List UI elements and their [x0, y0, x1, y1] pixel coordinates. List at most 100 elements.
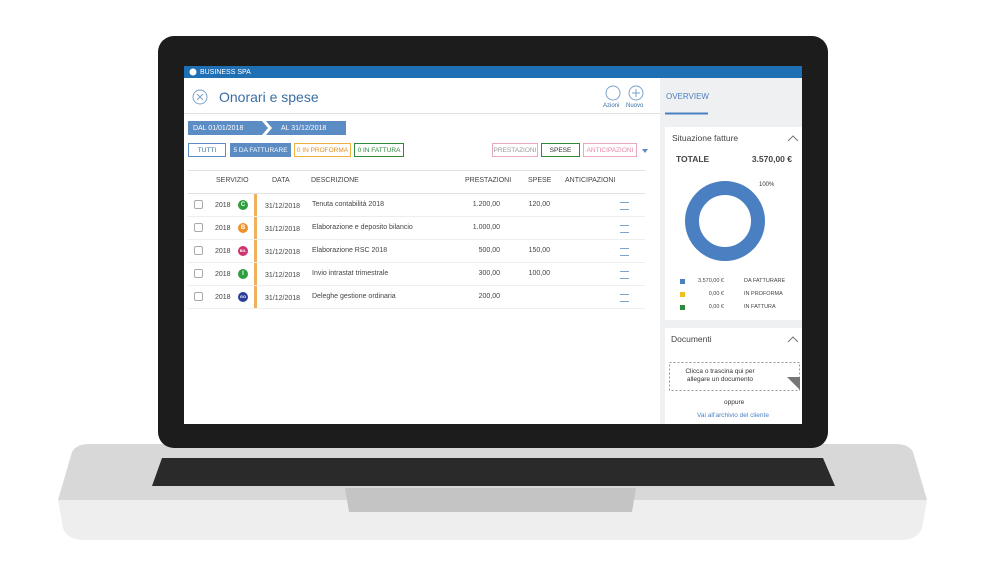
amount: 120,00 — [528, 201, 550, 208]
amount: 1.200,00 — [472, 201, 500, 208]
checkbox[interactable] — [194, 200, 203, 209]
filter-button[interactable]: 0 IN FATTURA — [354, 143, 404, 157]
type-filter[interactable]: ANTICIPAZIONI — [583, 143, 637, 157]
dropzone-corner — [787, 377, 800, 390]
amount: 200,00 — [478, 293, 500, 300]
row-line — [188, 262, 645, 263]
collapse-icon[interactable] — [787, 336, 799, 343]
or-text: oppure — [724, 399, 745, 406]
amount: 100,00 — [528, 270, 550, 277]
column-header: SPESE — [528, 177, 552, 184]
action-label[interactable]: Azioni — [603, 103, 620, 109]
status-bar — [254, 194, 257, 216]
archive-link[interactable]: Vai all'archivio del cliente — [697, 412, 769, 419]
status-bar — [254, 240, 257, 262]
badge: I — [238, 269, 248, 279]
legend-label: IN PROFORMA — [744, 291, 783, 297]
date: 31/12/2018 — [265, 203, 301, 210]
laptop-base — [58, 500, 927, 540]
badge: B — [238, 223, 248, 233]
dropzone[interactable] — [669, 362, 800, 391]
close-icon — [196, 93, 204, 101]
checkbox[interactable] — [194, 269, 203, 278]
collapse-icon[interactable] — [787, 135, 799, 142]
app-icon — [189, 68, 197, 76]
column-header: DATA — [272, 177, 290, 184]
row-menu[interactable] — [620, 271, 629, 279]
year: 2018 — [215, 248, 231, 255]
legend-label: DA FATTURARE — [744, 278, 786, 284]
date-to-chip[interactable] — [266, 121, 346, 135]
row-line — [188, 285, 645, 286]
badge: GO — [238, 292, 248, 302]
year: 2018 — [215, 294, 231, 301]
filter-button[interactable]: 5 DA FATTURARE — [230, 143, 291, 157]
filter-button[interactable]: 0 IN PROFORMA — [294, 143, 351, 157]
row-menu[interactable] — [620, 248, 629, 256]
donut-label: 100% — [759, 182, 775, 188]
filter-button[interactable]: TUTTI — [188, 143, 226, 157]
dropdown-arrow[interactable] — [642, 149, 648, 153]
amount: 300,00 — [478, 270, 500, 277]
date: 31/12/2018 — [265, 272, 301, 279]
description: Deleghe gestione ordinaria — [312, 293, 396, 300]
badge: BIL — [238, 246, 248, 256]
year: 2018 — [215, 202, 231, 209]
legend-amount: 0,00 € — [708, 291, 724, 297]
legend-swatch — [680, 305, 685, 310]
year: 2018 — [215, 225, 231, 232]
column-header: PRESTAZIONI — [465, 177, 512, 184]
type-filter[interactable]: SPESE — [541, 143, 580, 157]
type-filter[interactable]: PRESTAZIONI — [492, 143, 538, 157]
section-title: Situazione fatture — [672, 133, 739, 143]
row-menu[interactable] — [620, 202, 629, 210]
description: Elaborazione RSC 2018 — [312, 247, 388, 254]
column-header: SERVIZIO — [216, 177, 249, 184]
keyboard — [152, 458, 835, 486]
date-from: DAL 01/01/2018 — [193, 125, 244, 132]
title-bar — [184, 66, 802, 78]
trackpad — [345, 488, 636, 512]
amount: 1.000,00 — [472, 224, 500, 231]
row-menu[interactable] — [620, 225, 629, 233]
legend-amount: 3.570,00 € — [698, 278, 724, 284]
total-amount: 3.570,00 € — [751, 154, 792, 164]
company-name: BUSINESS SPA — [200, 69, 251, 76]
legend-swatch — [680, 292, 685, 297]
new-button[interactable] — [628, 85, 644, 101]
row-line — [188, 308, 645, 309]
description: Elaborazione e deposito bilancio — [312, 224, 413, 231]
badge: C — [238, 200, 248, 210]
description: Invio intrastat trimestrale — [312, 270, 389, 277]
date-from-chip[interactable] — [188, 121, 268, 135]
status-bar — [254, 263, 257, 285]
close-button[interactable] — [192, 89, 208, 105]
overview-tab[interactable]: OVERVIEW — [666, 92, 709, 101]
column-header: DESCRIZIONE — [311, 177, 359, 184]
legend-amount: 0,00 € — [708, 304, 724, 310]
date: 31/12/2018 — [265, 249, 301, 256]
column-header: ANTICIPAZIONI — [565, 177, 616, 184]
dropzone-text[interactable]: Clicca o trascina qui per allegare un do… — [685, 368, 755, 383]
total-label: TOTALE — [676, 154, 710, 164]
legend-swatch — [680, 279, 685, 284]
amount: 150,00 — [528, 247, 550, 254]
row-menu[interactable] — [620, 294, 629, 302]
row-line — [188, 239, 645, 240]
plus-icon — [632, 89, 640, 97]
actions-button[interactable] — [605, 85, 621, 101]
status-bar — [254, 286, 257, 308]
legend-label: IN FATTURA — [744, 304, 776, 310]
checkbox[interactable] — [194, 246, 203, 255]
checkbox[interactable] — [194, 292, 203, 301]
description: Tenuta contabilità 2018 — [312, 201, 384, 208]
action-label[interactable]: Nuovo — [626, 103, 644, 109]
checkbox[interactable] — [194, 223, 203, 232]
page-title: Onorari e spese — [219, 89, 319, 105]
date-to: AL 31/12/2018 — [281, 125, 327, 132]
donut-chart — [685, 181, 765, 261]
row-line — [188, 216, 645, 217]
amount: 500,00 — [478, 247, 500, 254]
